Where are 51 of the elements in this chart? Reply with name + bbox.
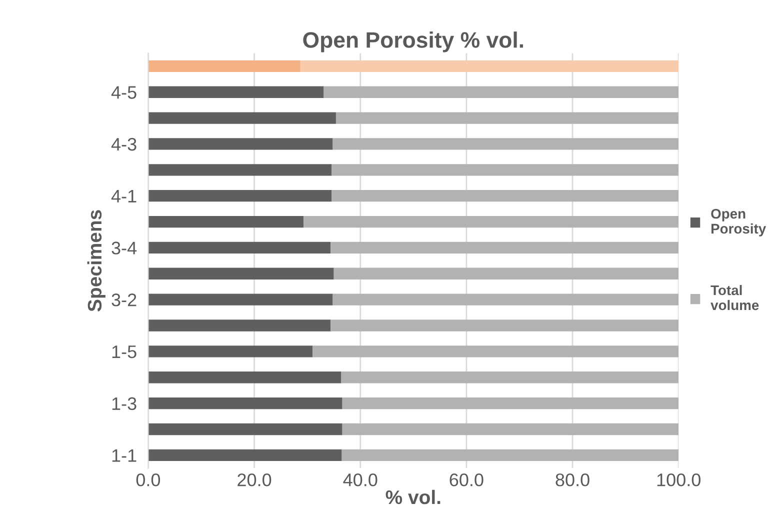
bar bbox=[336, 112, 679, 124]
bar bbox=[148, 60, 300, 72]
bar bbox=[148, 242, 331, 254]
bar bbox=[148, 372, 342, 384]
legend-label: Open Porosity bbox=[711, 208, 766, 236]
y-tick-label: 3-4 bbox=[112, 242, 137, 254]
bar bbox=[342, 449, 679, 462]
bar bbox=[148, 423, 342, 436]
bar bbox=[332, 294, 679, 306]
bar bbox=[342, 397, 679, 410]
chart-title: Open Porosity % vol. bbox=[303, 32, 524, 52]
x-tick-label: 100.0 bbox=[657, 474, 700, 486]
y-tick-label: 4-5 bbox=[111, 86, 136, 99]
bar bbox=[342, 423, 679, 436]
bar bbox=[148, 138, 333, 150]
bar bbox=[148, 294, 333, 306]
bar bbox=[324, 86, 679, 98]
bar bbox=[304, 216, 679, 228]
bar bbox=[341, 372, 679, 384]
bar bbox=[148, 449, 342, 462]
y-tick-label: 4-3 bbox=[111, 138, 136, 151]
x-tick-label: 0.0 bbox=[136, 474, 160, 486]
y-tick-label: 1-5 bbox=[112, 346, 136, 358]
bar bbox=[312, 346, 679, 358]
bar bbox=[148, 164, 332, 176]
y-tick-label: 3-2 bbox=[112, 294, 136, 306]
bar bbox=[148, 190, 332, 202]
bar bbox=[332, 164, 679, 176]
bar bbox=[148, 268, 334, 280]
x-tick-label: 40.0 bbox=[343, 474, 378, 486]
bar bbox=[148, 320, 331, 332]
y-tick-label: 4-1 bbox=[111, 190, 136, 202]
bar bbox=[330, 242, 679, 254]
bar bbox=[300, 60, 679, 72]
x-axis-title: % vol. bbox=[386, 490, 440, 504]
bar bbox=[148, 346, 313, 358]
bar bbox=[330, 320, 679, 332]
bar bbox=[334, 268, 679, 280]
bar bbox=[148, 216, 304, 228]
y-tick-label: 1-3 bbox=[112, 397, 136, 410]
bar bbox=[332, 190, 679, 202]
x-tick-label: 20.0 bbox=[238, 474, 272, 486]
x-tick-label: 60.0 bbox=[450, 474, 484, 486]
x-tick-label: 80.0 bbox=[556, 474, 590, 486]
bar bbox=[148, 397, 342, 410]
y-tick-label: 1-1 bbox=[112, 449, 136, 462]
legend-label: Total volume bbox=[710, 284, 759, 310]
bar bbox=[148, 86, 324, 98]
y-axis-title: Specimens bbox=[87, 210, 106, 312]
bar bbox=[148, 112, 336, 124]
bar bbox=[332, 138, 679, 150]
